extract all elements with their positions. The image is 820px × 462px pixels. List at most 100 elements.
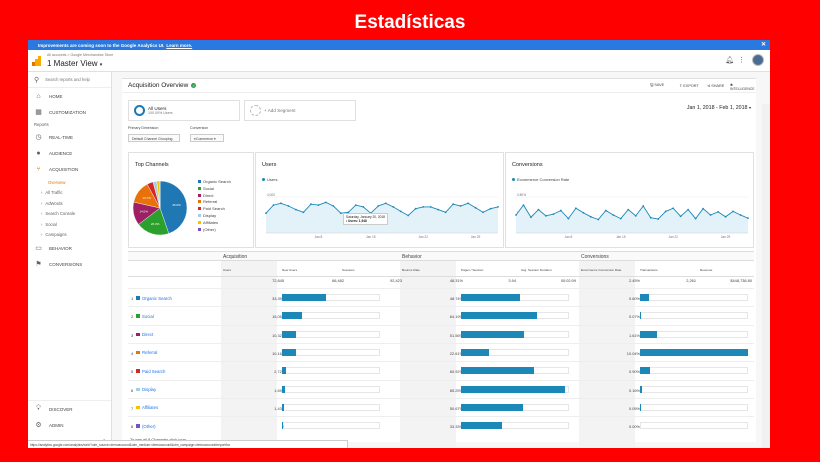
col-avg-duration[interactable]: Avg. Session Duration [521,268,552,272]
data-point[interactable] [724,215,727,218]
data-point[interactable] [399,210,402,213]
data-point[interactable] [332,205,335,207]
export-button[interactable]: ⇪ EXPORT [679,83,699,88]
sidebar-item-conversions[interactable]: ⚑ CONVERSIONS [28,256,111,272]
data-point[interactable] [452,203,454,206]
data-point[interactable] [642,205,645,207]
data-point[interactable] [694,217,697,220]
data-point[interactable] [649,216,652,219]
channel-link[interactable]: Social [142,313,154,319]
data-point[interactable] [384,202,387,205]
sidebar-search[interactable]: ⚲ Search reports and help [28,72,111,88]
sidebar-item-customization[interactable]: ▦ CUSTOMIZATION [28,104,111,120]
channel-link[interactable]: Affiliates [142,405,159,411]
data-point[interactable] [444,211,447,214]
scrollbar[interactable] [762,104,770,448]
col-pages-session[interactable]: Pages / Session [461,268,484,272]
segment-all-users[interactable]: All Users 100.00% Users [128,100,240,121]
sidebar-sub-all-traffic[interactable]: › All Traffic [28,188,111,199]
data-point[interactable] [474,206,477,209]
sidebar-sub-search-console[interactable]: › Search Console [28,209,111,220]
data-point[interactable] [545,215,547,217]
data-point[interactable] [687,208,690,211]
channel-link[interactable]: Organic Search [142,295,172,301]
save-button[interactable]: 🖫︎ SAVE [650,83,664,89]
channel-link[interactable]: Direct [142,332,154,338]
conversion-dropdown[interactable]: eCommerce ▾ [190,134,224,142]
data-point[interactable] [339,212,342,215]
data-point[interactable] [392,206,395,208]
data-point[interactable] [672,207,675,210]
sidebar-item-realtime[interactable]: ◷ REAL-TIME [28,129,111,145]
data-point[interactable] [537,208,540,211]
data-point[interactable] [589,215,592,218]
account-breadcrumb[interactable]: All accounts > Google Merchandise Store [47,53,114,57]
channel-link[interactable]: Paid Search [142,368,166,374]
sidebar-item-acquisition[interactable]: ⑂ ACQUISITION [28,161,111,177]
data-point[interactable] [377,205,380,207]
channel-link[interactable]: Display [142,387,157,392]
col-revenue[interactable]: Revenue [700,268,713,272]
data-point[interactable] [310,203,312,206]
data-point[interactable] [560,209,562,212]
data-point[interactable] [429,206,432,208]
view-selector[interactable]: 1 Master View ▾ [47,59,102,68]
channel-link[interactable]: (Other) [142,423,156,429]
data-point[interactable] [604,209,607,212]
data-point[interactable] [347,211,350,214]
data-point[interactable] [265,212,267,215]
sidebar-sub-adwords[interactable]: › AdWords [28,198,111,209]
data-point[interactable] [657,218,660,220]
data-point[interactable] [317,204,320,206]
data-point[interactable] [634,215,637,217]
close-icon[interactable]: ✕ [760,42,766,48]
data-point[interactable] [612,214,615,216]
col-sessions[interactable]: Sessions [342,268,355,272]
avatar[interactable] [752,54,764,66]
data-point[interactable] [627,208,630,211]
data-point[interactable] [407,214,410,217]
col-conv-rate[interactable]: Ecommerce Conversion Rate [581,268,622,272]
data-point[interactable] [739,214,742,216]
bell-icon[interactable]: 🔔︎ [725,57,734,64]
data-point[interactable] [709,214,712,216]
data-point[interactable] [324,201,327,204]
data-point[interactable] [459,205,462,207]
sidebar-sub-overview[interactable]: Overview [48,179,66,185]
col-transactions[interactable]: Transactions [640,268,658,272]
data-point[interactable] [497,206,499,208]
col-bounce-rate[interactable]: Bounce Rate [402,268,420,272]
data-point[interactable] [467,202,469,205]
data-point[interactable] [530,216,532,219]
data-point[interactable] [302,211,305,214]
sidebar-item-discover[interactable]: 💡︎ DISCOVER [28,401,111,417]
data-point[interactable] [272,204,275,206]
data-point[interactable] [482,211,484,214]
col-users[interactable]: Users [223,268,232,272]
data-point[interactable] [679,215,682,218]
data-point[interactable] [437,208,440,211]
sidebar-sub-social[interactable]: › Social [28,219,111,230]
data-point[interactable] [489,207,492,210]
channel-link[interactable]: Referral [142,350,158,356]
sidebar-sub-campaigns[interactable]: › Campaigns [28,230,111,241]
data-point[interactable] [362,206,365,208]
data-point[interactable] [567,217,570,220]
data-point[interactable] [414,207,417,210]
sidebar-item-audience[interactable]: ● AUDIENCE [28,145,111,161]
data-point[interactable] [422,206,425,208]
data-point[interactable] [574,207,577,210]
data-point[interactable] [280,202,282,205]
data-point[interactable] [295,208,297,211]
data-point[interactable] [582,211,585,214]
sidebar-item-home[interactable]: ⌂ HOME [28,88,111,104]
data-point[interactable] [702,207,704,210]
data-point[interactable] [747,217,749,220]
data-point[interactable] [619,217,622,220]
learn-more-link[interactable]: Learn more. [166,42,193,48]
add-segment-button[interactable]: + Add Segment [244,100,356,121]
data-point[interactable] [552,213,555,215]
sidebar-item-admin[interactable]: ⚙ ADMIN [28,417,111,433]
col-new-users[interactable]: New Users [282,268,298,272]
data-point[interactable] [717,210,719,213]
